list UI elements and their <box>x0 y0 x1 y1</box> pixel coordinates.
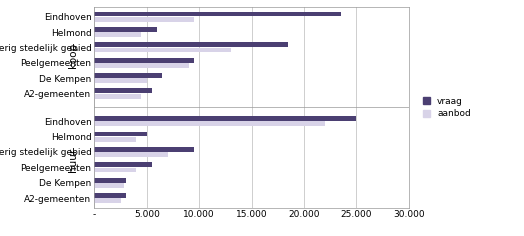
Bar <box>94 63 189 68</box>
Bar <box>94 94 141 99</box>
Bar <box>94 131 147 136</box>
Bar <box>94 137 136 142</box>
Bar <box>94 73 162 78</box>
Bar <box>94 178 126 183</box>
Bar <box>94 193 126 198</box>
Text: koop: koop <box>68 42 79 68</box>
Bar <box>94 162 152 167</box>
Bar <box>94 12 341 17</box>
Bar <box>94 47 231 52</box>
Bar <box>94 78 147 83</box>
Bar <box>94 58 194 63</box>
Bar <box>94 198 121 203</box>
Bar <box>94 183 124 188</box>
Bar <box>94 27 157 32</box>
Bar <box>94 152 168 157</box>
Bar <box>94 42 288 47</box>
Bar <box>94 147 194 152</box>
Bar <box>94 17 194 22</box>
Text: huur: huur <box>68 148 79 172</box>
Bar <box>94 32 141 37</box>
Bar <box>94 116 356 121</box>
Bar <box>94 88 152 93</box>
Bar <box>94 121 325 126</box>
Bar <box>94 168 136 173</box>
Legend: vraag, aanbod: vraag, aanbod <box>423 97 471 118</box>
